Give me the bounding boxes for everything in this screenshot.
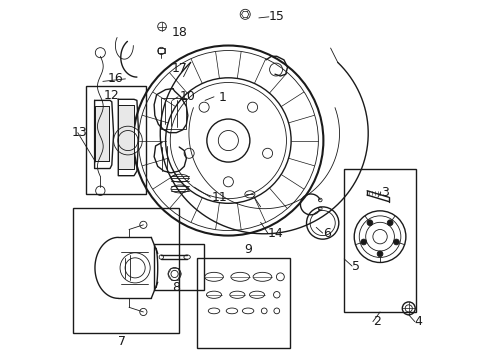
Text: 4: 4 bbox=[414, 315, 422, 328]
Text: 7: 7 bbox=[118, 335, 126, 348]
Text: 16: 16 bbox=[107, 72, 123, 85]
Bar bbox=[118, 105, 134, 168]
Bar bbox=[344, 168, 415, 312]
Bar bbox=[197, 258, 290, 348]
Text: 5: 5 bbox=[351, 260, 359, 273]
Circle shape bbox=[376, 251, 382, 257]
Text: 6: 6 bbox=[322, 226, 330, 239]
Text: 13: 13 bbox=[72, 126, 87, 139]
Text: 18: 18 bbox=[172, 26, 187, 39]
Bar bbox=[161, 98, 186, 129]
Circle shape bbox=[366, 220, 372, 226]
Text: 10: 10 bbox=[179, 90, 195, 103]
Text: 15: 15 bbox=[268, 10, 284, 23]
Text: 14: 14 bbox=[267, 226, 283, 239]
Bar bbox=[86, 86, 145, 194]
Text: 2: 2 bbox=[372, 315, 380, 328]
Text: 17: 17 bbox=[172, 62, 187, 75]
Text: 11: 11 bbox=[211, 191, 227, 204]
Circle shape bbox=[386, 220, 392, 226]
Bar bbox=[118, 105, 134, 168]
Text: 3: 3 bbox=[380, 186, 388, 199]
Bar bbox=[158, 48, 164, 53]
Circle shape bbox=[360, 239, 366, 245]
Text: 12: 12 bbox=[104, 89, 120, 102]
Circle shape bbox=[393, 239, 399, 245]
Text: 1: 1 bbox=[218, 91, 226, 104]
Text: 9: 9 bbox=[244, 243, 251, 256]
Bar bbox=[94, 107, 109, 161]
Bar bbox=[73, 208, 179, 333]
Bar bbox=[154, 244, 204, 291]
Text: 8: 8 bbox=[172, 281, 180, 294]
Bar bbox=[94, 107, 109, 161]
